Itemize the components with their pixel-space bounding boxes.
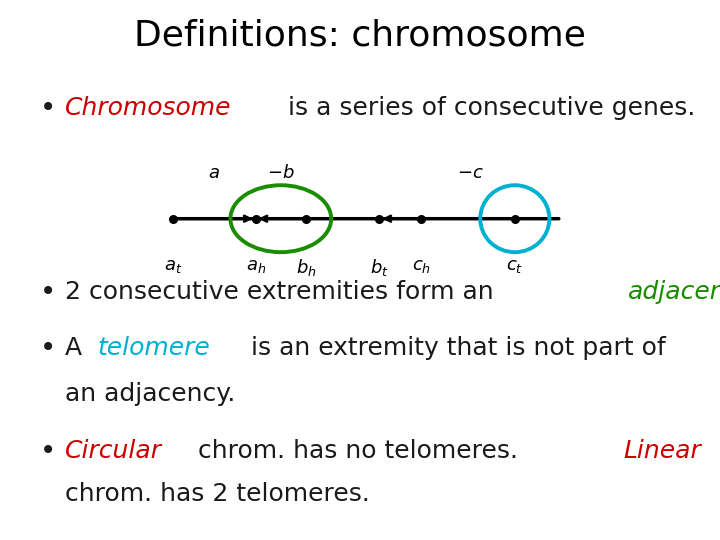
Text: chrom. has 2 telomeres.: chrom. has 2 telomeres. <box>65 482 369 506</box>
Text: Linear: Linear <box>624 439 701 463</box>
Text: •: • <box>40 278 56 306</box>
Text: •: • <box>40 437 56 465</box>
Text: adjacency: adjacency <box>628 280 720 303</box>
Text: •: • <box>40 94 56 122</box>
Text: $b_t$: $b_t$ <box>370 256 389 278</box>
Text: A: A <box>65 336 90 360</box>
Text: $c_t$: $c_t$ <box>506 256 523 274</box>
Text: telomere: telomere <box>97 336 210 360</box>
Text: $b_h$: $b_h$ <box>296 256 316 278</box>
Text: an adjacency.: an adjacency. <box>65 382 235 406</box>
Text: 2 consecutive extremities form an: 2 consecutive extremities form an <box>65 280 501 303</box>
Text: is a series of consecutive genes.: is a series of consecutive genes. <box>279 96 695 120</box>
Text: Chromosome: Chromosome <box>65 96 231 120</box>
Text: $-c$: $-c$ <box>456 164 484 182</box>
Text: $a_t$: $a_t$ <box>163 256 182 274</box>
Text: chrom. has no telomeres.: chrom. has no telomeres. <box>190 439 526 463</box>
Text: $-b$: $-b$ <box>267 164 294 182</box>
Text: $a_h$: $a_h$ <box>246 256 266 274</box>
Text: Circular: Circular <box>65 439 162 463</box>
Text: Definitions: chromosome: Definitions: chromosome <box>134 18 586 52</box>
Text: $a$: $a$ <box>208 164 220 182</box>
Text: is an extremity that is not part of: is an extremity that is not part of <box>243 336 665 360</box>
Text: $c_h$: $c_h$ <box>412 256 431 274</box>
Text: •: • <box>40 334 56 362</box>
